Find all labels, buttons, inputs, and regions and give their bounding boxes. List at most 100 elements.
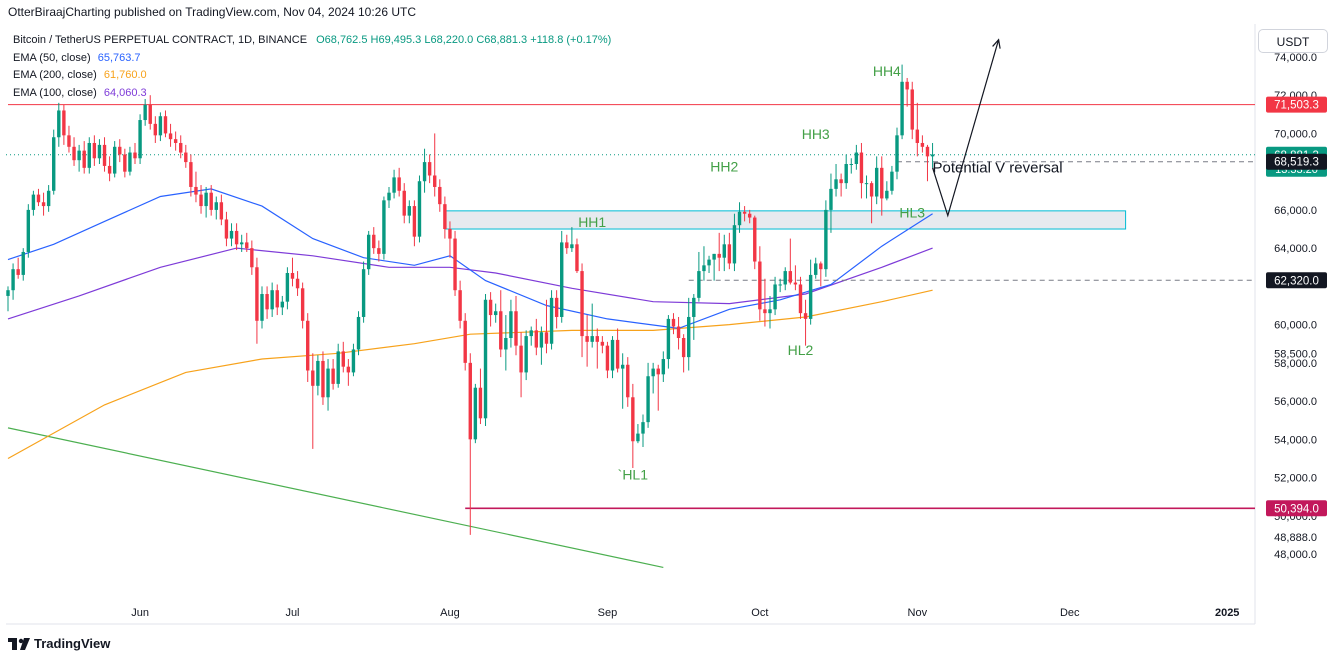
- candle-body[interactable]: [41, 202, 46, 207]
- candle-body[interactable]: [549, 297, 554, 344]
- support-zone[interactable]: [444, 210, 1127, 230]
- candle-body[interactable]: [275, 290, 279, 308]
- candle-body[interactable]: [844, 164, 848, 184]
- candle-body[interactable]: [87, 142, 91, 168]
- candle-body[interactable]: [458, 290, 462, 321]
- candle-body[interactable]: [229, 230, 234, 239]
- candle-body[interactable]: [402, 190, 406, 216]
- candle-body[interactable]: [153, 123, 158, 136]
- candle-body[interactable]: [834, 179, 838, 189]
- candle-body[interactable]: [615, 339, 620, 369]
- candle-body[interactable]: [824, 209, 828, 270]
- ema50-row[interactable]: EMA (50, close) 65,763.7: [13, 50, 611, 68]
- candle-body[interactable]: [72, 146, 76, 161]
- candle-body[interactable]: [930, 154, 935, 157]
- candle-body[interactable]: [173, 139, 178, 143]
- candle-body[interactable]: [77, 150, 81, 161]
- candle-body[interactable]: [417, 181, 422, 237]
- candle-body[interactable]: [905, 81, 909, 90]
- candle-body[interactable]: [189, 162, 193, 187]
- candle-body[interactable]: [387, 192, 391, 201]
- candle-body[interactable]: [702, 265, 706, 272]
- candle-body[interactable]: [16, 269, 20, 275]
- ema50-line[interactable]: [7, 188, 933, 330]
- symbol-row[interactable]: Bitcoin / TetherUS PERPETUAL CONTRACT, 1…: [13, 32, 611, 50]
- candle-body[interactable]: [123, 154, 127, 172]
- candle-body[interactable]: [265, 294, 269, 310]
- candle-body[interactable]: [849, 164, 853, 166]
- candle-body[interactable]: [874, 167, 879, 197]
- candle-body[interactable]: [102, 144, 107, 166]
- candle-body[interactable]: [544, 332, 549, 344]
- candle-body[interactable]: [534, 330, 539, 348]
- candle-body[interactable]: [67, 135, 71, 147]
- candle-body[interactable]: [224, 219, 229, 239]
- candle-body[interactable]: [316, 360, 320, 386]
- candle-body[interactable]: [483, 299, 488, 419]
- candle-body[interactable]: [722, 244, 726, 258]
- candle-body[interactable]: [295, 278, 300, 289]
- candle-body[interactable]: [133, 152, 137, 159]
- candle-body[interactable]: [758, 261, 762, 310]
- candle-body[interactable]: [509, 311, 513, 339]
- candle-body[interactable]: [311, 370, 315, 386]
- candle-body[interactable]: [803, 313, 808, 319]
- candle-body[interactable]: [580, 271, 584, 337]
- candle-body[interactable]: [443, 204, 447, 230]
- candle-body[interactable]: [209, 192, 213, 210]
- candle-body[interactable]: [656, 368, 660, 375]
- candle-body[interactable]: [52, 137, 56, 191]
- candle-body[interactable]: [620, 364, 625, 369]
- candle-body[interactable]: [671, 318, 676, 327]
- candle-body[interactable]: [377, 248, 381, 254]
- candle-body[interactable]: [473, 387, 478, 440]
- candle-body[interactable]: [11, 269, 15, 291]
- candle-body[interactable]: [62, 110, 66, 136]
- candle-body[interactable]: [112, 146, 117, 174]
- projection-path[interactable]: [932, 39, 1000, 218]
- candle-body[interactable]: [681, 338, 686, 358]
- candle-body[interactable]: [26, 209, 31, 252]
- candle-body[interactable]: [732, 225, 737, 264]
- candle-body[interactable]: [438, 186, 442, 205]
- candle-body[interactable]: [412, 206, 417, 237]
- candle-body[interactable]: [859, 152, 864, 184]
- candle-body[interactable]: [478, 387, 483, 419]
- ema200-row[interactable]: EMA (200, close) 61,760.0: [13, 67, 611, 85]
- candle-body[interactable]: [128, 152, 132, 172]
- candle-body[interactable]: [605, 345, 610, 371]
- candle-body[interactable]: [407, 206, 412, 216]
- candle-body[interactable]: [885, 190, 889, 199]
- candle-body[interactable]: [519, 345, 523, 373]
- candle-body[interactable]: [194, 186, 198, 195]
- candle-body[interactable]: [184, 152, 188, 163]
- candle-body[interactable]: [493, 311, 498, 316]
- candle-body[interactable]: [250, 248, 254, 268]
- candle-body[interactable]: [392, 177, 396, 193]
- candle-body[interactable]: [321, 360, 325, 398]
- candle-body[interactable]: [798, 284, 803, 314]
- candle-body[interactable]: [595, 336, 599, 342]
- candle-body[interactable]: [854, 152, 859, 165]
- candle-body[interactable]: [270, 290, 274, 310]
- candle-body[interactable]: [92, 142, 97, 159]
- candle-body[interactable]: [763, 309, 767, 314]
- candle-body[interactable]: [895, 135, 899, 172]
- candle-body[interactable]: [788, 271, 793, 283]
- candle-body[interactable]: [36, 194, 41, 203]
- candle-body[interactable]: [234, 230, 239, 245]
- candle-body[interactable]: [97, 144, 102, 159]
- candle-body[interactable]: [382, 200, 386, 254]
- candle-body[interactable]: [890, 171, 894, 191]
- candle-body[interactable]: [925, 146, 930, 157]
- candle-body[interactable]: [590, 336, 594, 342]
- candle-body[interactable]: [118, 146, 122, 155]
- candle-body[interactable]: [793, 282, 798, 285]
- candle-body[interactable]: [204, 192, 208, 207]
- candle-body[interactable]: [168, 133, 173, 140]
- candle-body[interactable]: [869, 183, 874, 197]
- candle-body[interactable]: [651, 368, 655, 377]
- candle-body[interactable]: [839, 179, 843, 184]
- candle-body[interactable]: [6, 290, 10, 296]
